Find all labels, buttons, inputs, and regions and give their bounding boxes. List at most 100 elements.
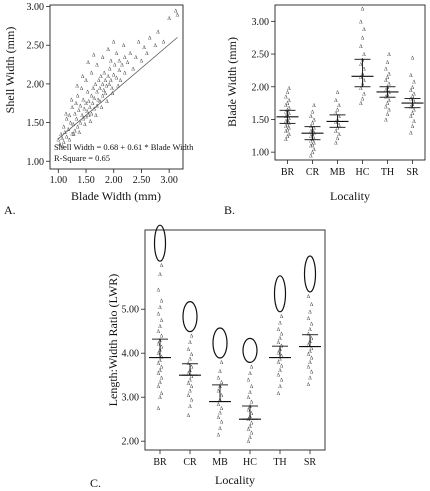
panel-a-point: ∆ — [140, 59, 144, 65]
panel-b-x-tick-label: BR — [281, 167, 295, 178]
panel-a-point: ∆ — [119, 78, 123, 84]
panel-c-point: ∆ — [308, 360, 312, 366]
panel-a-point: ∆ — [93, 107, 97, 113]
panel-b-point: ∆ — [284, 110, 288, 116]
panel-b-point: ∆ — [309, 153, 313, 159]
panel-a-y-axis-label: Shell Width (mm) — [3, 27, 17, 114]
panel-c-y-tick-label: 2.00 — [122, 437, 140, 448]
panel-b-point: ∆ — [387, 98, 391, 104]
panel-a-point: ∆ — [102, 88, 106, 94]
panel-a-point: ∆ — [101, 82, 105, 88]
panel-c-point: ∆ — [220, 380, 224, 386]
panel-a-point: ∆ — [80, 86, 84, 92]
panel-c-point: ∆ — [310, 370, 314, 376]
panel-a-point: ∆ — [77, 108, 81, 114]
panel-c-point: ∆ — [187, 381, 191, 387]
panel-b-points: ∆∆∆∆∆∆∆∆∆ ∆∆∆∆∆∆∆∆∆∆∆∆∆∆∆∆∆ ∆∆∆∆∆∆∆∆∆∆∆∆∆∆… — [284, 6, 416, 159]
panel-c-point: ∆ — [247, 378, 251, 384]
panel-a-point: ∆ — [91, 101, 95, 107]
panel-b-point: ∆ — [386, 101, 390, 107]
panel-b-letter: B. — [224, 203, 235, 217]
panel-b-point: ∆ — [287, 98, 291, 104]
panel-c-point: ∆ — [280, 378, 284, 384]
panel-c-point: ∆ — [217, 375, 221, 381]
panel-a-point: ∆ — [65, 135, 69, 141]
panel-c-point: ∆ — [310, 302, 314, 308]
panel-b-point: ∆ — [309, 129, 313, 135]
panel-c-point: ∆ — [218, 426, 222, 432]
panel-a-point: ∆ — [59, 132, 63, 138]
panel-b-point: ∆ — [336, 108, 340, 114]
panel-a-point: ∆ — [131, 66, 135, 72]
panel-b-point: ∆ — [312, 103, 316, 109]
panel-c-point: ∆ — [250, 421, 254, 427]
panel-a-point: ∆ — [148, 35, 152, 41]
panel-a-x-tick-label: 3.00 — [160, 175, 178, 186]
panel-a-point: ∆ — [87, 60, 91, 66]
panel-b-point: ∆ — [359, 101, 363, 107]
panel-b-point: ∆ — [309, 138, 313, 144]
panel-b-point: ∆ — [309, 144, 313, 150]
panel-c-point: ∆ — [157, 371, 161, 377]
panel-c-point: ∆ — [158, 380, 162, 386]
panel-b-point: ∆ — [409, 88, 413, 94]
panel-a-point: ∆ — [111, 91, 115, 97]
panel-b-point: ∆ — [284, 119, 288, 125]
panel-a-point: ∆ — [126, 60, 130, 66]
panel-a-point: ∆ — [107, 74, 111, 80]
panel-a-y-ticks: 1.00 1.50 2.00 2.50 3.00 — [27, 2, 50, 168]
panel-b-point: ∆ — [362, 27, 366, 33]
panel-c-point: ∆ — [217, 433, 221, 439]
panel-a-point: ∆ — [109, 59, 113, 65]
panel-a-point: ∆ — [143, 45, 147, 51]
panel-c-points: ∆∆∆∆∆∆∆∆∆∆∆∆∆∆∆∆∆∆∆∆∆∆∆∆∆∆∆∆∆∆∆∆∆∆∆∆∆∆∆∆… — [157, 263, 314, 445]
panel-a-point: ∆ — [79, 104, 83, 110]
panel-a-point: ∆ — [104, 78, 108, 84]
panel-c-point: ∆ — [248, 390, 252, 396]
panel-c-point: ∆ — [158, 395, 162, 401]
panel-a-point: ∆ — [109, 78, 113, 84]
panel-a-point: ∆ — [95, 104, 99, 110]
panel-b-point: ∆ — [362, 52, 366, 58]
panel-a-plot-frame — [49, 4, 184, 170]
panel-a-point: ∆ — [101, 94, 105, 100]
panel-a-point: ∆ — [74, 101, 78, 107]
panel-b-point: ∆ — [384, 78, 388, 84]
panel-c-point: ∆ — [188, 356, 192, 362]
panel-a-point: ∆ — [69, 121, 73, 127]
panel-c-point: ∆ — [278, 336, 282, 342]
panel-c-point: ∆ — [248, 371, 252, 377]
panel-a-y-tick-label: 1.50 — [27, 118, 45, 129]
panel-b-point: ∆ — [384, 104, 388, 110]
panel-b-point: ∆ — [361, 97, 365, 103]
panel-b-point: ∆ — [286, 123, 290, 129]
panel-c-point: ∆ — [310, 336, 314, 342]
panel-b-point: ∆ — [311, 110, 315, 116]
panel-a-point: ∆ — [78, 130, 82, 136]
panel-b-point: ∆ — [334, 129, 338, 135]
panel-a-letter: A. — [4, 203, 16, 217]
panel-c-point: ∆ — [247, 427, 251, 433]
panel-c-point: ∆ — [157, 384, 161, 390]
panel-c-shell-outline-hc — [242, 337, 258, 363]
panel-a-point: ∆ — [82, 117, 86, 123]
panel-a-point: ∆ — [65, 117, 69, 123]
panel-a-point: ∆ — [98, 86, 102, 92]
panel-a-points: ∆∆∆∆∆∆∆∆∆∆∆∆∆∆∆∆∆∆∆∆∆∆∆∆∆∆∆∆∆∆∆∆∆∆∆∆∆∆∆∆… — [57, 8, 180, 149]
panel-c-mean-markers — [149, 334, 321, 420]
panel-c-point: ∆ — [277, 391, 281, 397]
panel-a-point: ∆ — [145, 51, 149, 57]
panel-c-point: ∆ — [188, 340, 192, 346]
panel-a-point: ∆ — [84, 78, 88, 84]
panel-a-point: ∆ — [95, 63, 99, 69]
panel-a-point: ∆ — [95, 90, 99, 96]
panel-c-point: ∆ — [190, 364, 194, 370]
panel-b-point: ∆ — [312, 125, 316, 131]
panel-b-point: ∆ — [286, 134, 290, 140]
panel-b-point: ∆ — [312, 140, 316, 146]
panel-a-point: ∆ — [134, 55, 138, 61]
panel-c-point: ∆ — [250, 384, 254, 390]
panel-a-point: ∆ — [73, 111, 77, 117]
panel-c-point: ∆ — [157, 406, 161, 412]
panel-b-point: ∆ — [309, 114, 313, 120]
